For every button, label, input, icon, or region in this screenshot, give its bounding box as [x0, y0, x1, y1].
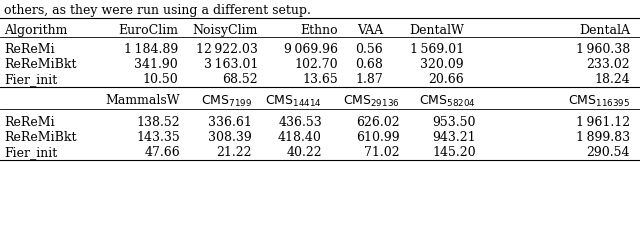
Text: $\mathrm{CMS}_{116395}$: $\mathrm{CMS}_{116395}$: [568, 94, 630, 109]
Text: 290.54: 290.54: [586, 146, 630, 159]
Text: 1 961.12: 1 961.12: [576, 116, 630, 129]
Text: 13.65: 13.65: [302, 73, 338, 86]
Text: 341.90: 341.90: [134, 58, 178, 71]
Text: ReReMi: ReReMi: [4, 43, 54, 56]
Text: Algorithm: Algorithm: [4, 24, 67, 37]
Text: 143.35: 143.35: [136, 131, 180, 144]
Text: 308.39: 308.39: [208, 131, 252, 144]
Text: $\mathrm{CMS}_{58204}$: $\mathrm{CMS}_{58204}$: [419, 94, 476, 109]
Text: 71.02: 71.02: [364, 146, 400, 159]
Text: VAA: VAA: [357, 24, 383, 37]
Text: MammalsW: MammalsW: [106, 94, 180, 107]
Text: DentalW: DentalW: [409, 24, 464, 37]
Text: 1 899.83: 1 899.83: [576, 131, 630, 144]
Text: ReReMi: ReReMi: [4, 116, 54, 129]
Text: 68.52: 68.52: [222, 73, 258, 86]
Text: 436.53: 436.53: [278, 116, 322, 129]
Text: 953.50: 953.50: [433, 116, 476, 129]
Text: others, as they were run using a different setup.: others, as they were run using a differe…: [4, 4, 311, 17]
Text: $\mathrm{CMS}_{14414}$: $\mathrm{CMS}_{14414}$: [265, 94, 322, 109]
Text: 145.20: 145.20: [433, 146, 476, 159]
Text: 1 184.89: 1 184.89: [124, 43, 178, 56]
Text: 20.66: 20.66: [428, 73, 464, 86]
Text: 1.87: 1.87: [355, 73, 383, 86]
Text: 1 569.01: 1 569.01: [410, 43, 464, 56]
Text: 610.99: 610.99: [356, 131, 400, 144]
Text: ReReMiBkt: ReReMiBkt: [4, 58, 77, 71]
Text: 336.61: 336.61: [208, 116, 252, 129]
Text: 21.22: 21.22: [216, 146, 252, 159]
Text: $\mathrm{CMS}_{7199}$: $\mathrm{CMS}_{7199}$: [201, 94, 252, 109]
Text: 9 069.96: 9 069.96: [284, 43, 338, 56]
Text: 626.02: 626.02: [356, 116, 400, 129]
Text: 320.09: 320.09: [420, 58, 464, 71]
Text: 3 163.01: 3 163.01: [204, 58, 258, 71]
Text: $\mathrm{CMS}_{29136}$: $\mathrm{CMS}_{29136}$: [343, 94, 400, 109]
Text: 18.24: 18.24: [595, 73, 630, 86]
Text: NoisyClim: NoisyClim: [193, 24, 258, 37]
Text: 0.56: 0.56: [355, 43, 383, 56]
Text: 12 922.03: 12 922.03: [196, 43, 258, 56]
Text: 138.52: 138.52: [136, 116, 180, 129]
Text: 233.02: 233.02: [586, 58, 630, 71]
Text: Fier_init: Fier_init: [4, 73, 57, 86]
Text: Fier_init: Fier_init: [4, 146, 57, 159]
Text: DentalA: DentalA: [579, 24, 630, 37]
Text: ReReMiBkt: ReReMiBkt: [4, 131, 77, 144]
Text: 40.22: 40.22: [286, 146, 322, 159]
Text: 102.70: 102.70: [294, 58, 338, 71]
Text: 418.40: 418.40: [278, 131, 322, 144]
Text: 1 960.38: 1 960.38: [576, 43, 630, 56]
Text: 10.50: 10.50: [142, 73, 178, 86]
Text: Ethno: Ethno: [300, 24, 338, 37]
Text: 943.21: 943.21: [433, 131, 476, 144]
Text: 0.68: 0.68: [355, 58, 383, 71]
Text: EuroClim: EuroClim: [118, 24, 178, 37]
Text: 47.66: 47.66: [144, 146, 180, 159]
